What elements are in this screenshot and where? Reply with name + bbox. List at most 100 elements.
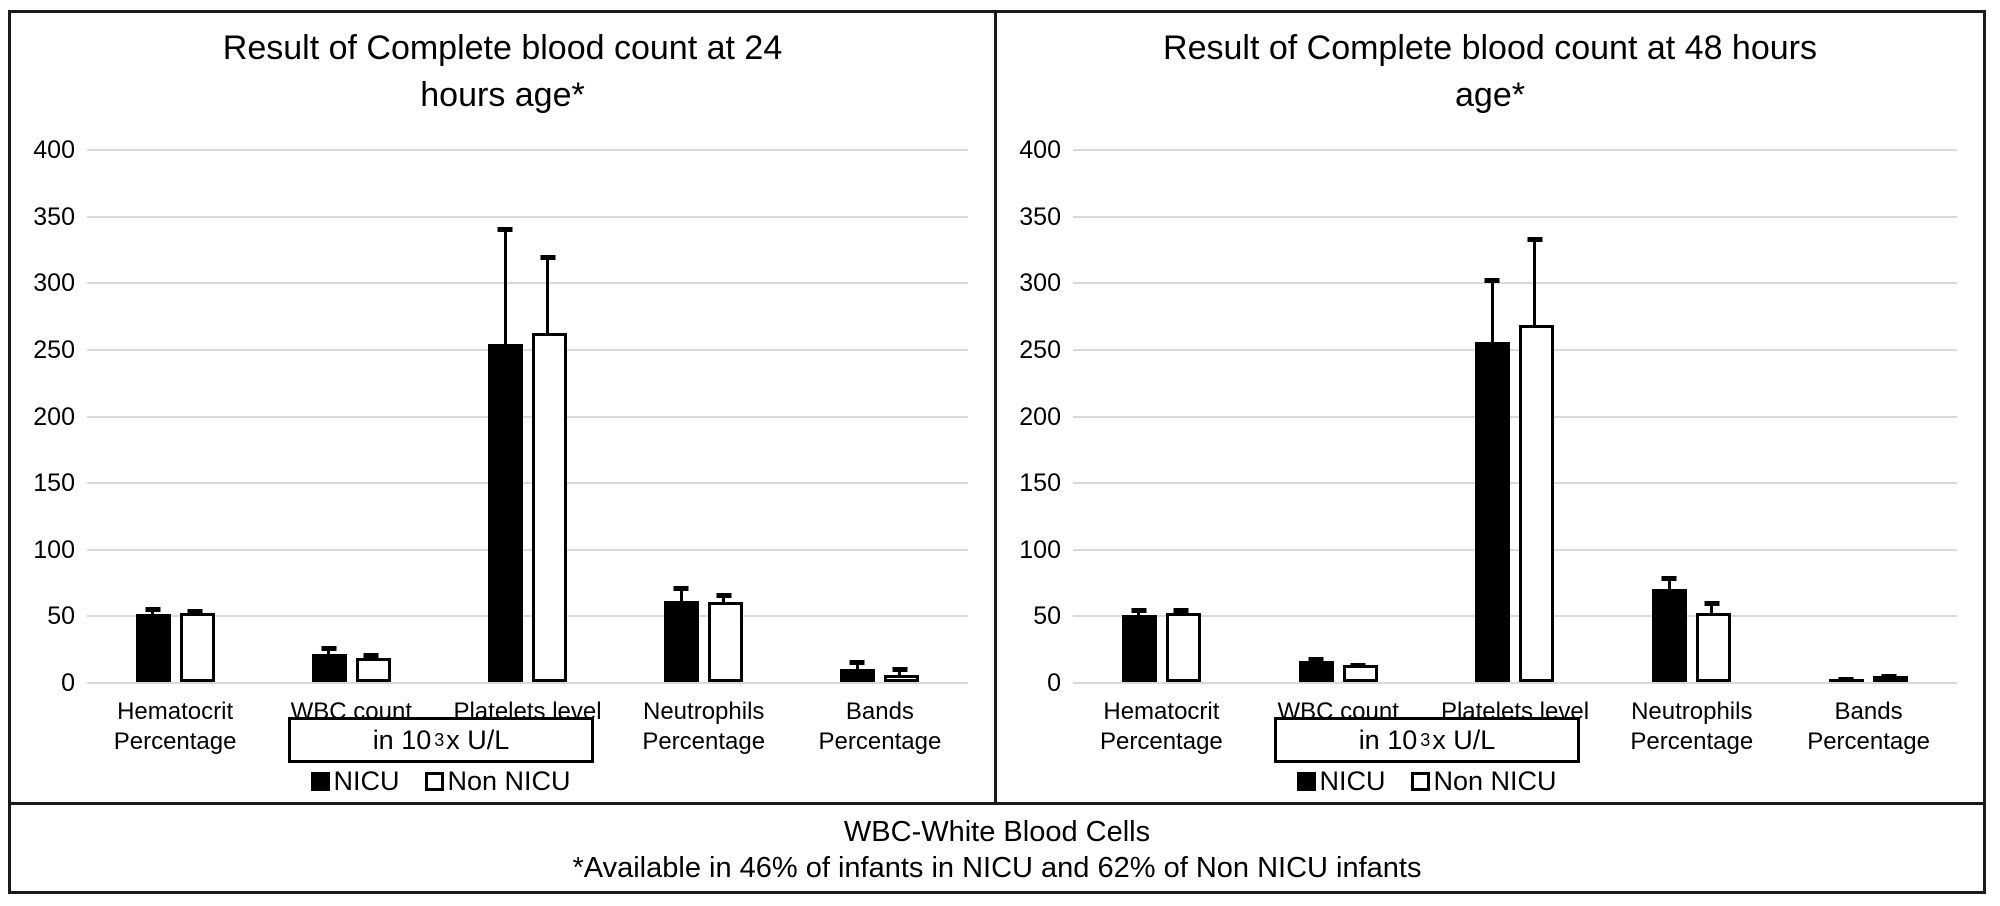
legend-label-nicu: NICU [333,766,400,796]
bar-group [1073,608,1250,682]
bar-nicu [488,227,523,682]
bar-nicu [1829,677,1865,682]
error-bar [1137,608,1141,615]
legend-48h: NICU Non NICU [1274,766,1580,796]
gridline [87,549,968,551]
bar-group [616,586,792,682]
error-bar [1533,237,1537,328]
bar-group [263,646,439,682]
y-tick-label: 300 [33,269,75,297]
figure-footnote: WBC-White Blood Cells *Available in 46% … [11,802,1983,891]
bar-groups [1073,149,1957,682]
category-label-line: Bands Percentage [818,698,942,755]
category-label: Bands Percentage [1780,697,1957,757]
category-label-line: Percentage [642,728,766,755]
category-label: Hematocrit Percentage [1073,697,1250,757]
gridline [87,482,968,484]
bar-non-nicu [1342,663,1378,682]
gridline [1073,549,1957,551]
error-bar [722,593,726,605]
gridline [87,282,968,284]
footnote-line-2: *Available in 46% of infants in NICU and… [572,852,1422,884]
bar-non-nicu [532,255,567,682]
charts-row: Result of Complete blood count at 24 hou… [11,13,1983,802]
category-label-line: Hematocrit [117,698,234,725]
category-label: Neutrophils Percentage [616,697,792,757]
gridline [87,216,968,218]
y-tick-label: 250 [33,336,75,364]
y-tick-label: 200 [1019,403,1061,431]
gridline [1073,349,1957,351]
plot-area-48h: 400 350 300 250 200 150 100 50 0 [1019,137,1957,696]
y-tick-label: 400 [1019,136,1061,164]
error-bar [1844,677,1848,679]
error-bar [1314,657,1318,661]
y-tick-label: 250 [1019,336,1061,364]
y-tick-label: 400 [33,136,75,164]
bar-nicu [135,607,171,682]
unit-label-rest: x U/L [446,724,510,755]
category-label-line: Percentage [1630,728,1754,755]
category-label-line: Bands Percentage [1807,698,1930,755]
legend-item-nicu: NICU [1297,766,1385,796]
legend-label-nicu: NICU [1319,766,1386,796]
error-bar [1667,576,1671,589]
bar-group [439,227,615,682]
error-bar [193,609,197,616]
legend-item-non-nicu: Non NICU [425,766,571,796]
error-bar [1356,663,1360,668]
open-square-icon [1411,771,1431,791]
bar-nicu [840,660,876,682]
bar-group [1427,237,1604,682]
y-tick-label: 100 [33,536,75,564]
gridline [1073,482,1957,484]
error-bar [503,227,507,344]
bar-group [1250,657,1427,682]
y-tick-label: 150 [1019,469,1061,497]
error-bar [151,607,155,614]
category-label-line: Neutrophils [1631,698,1753,725]
y-tick-label: 0 [1047,669,1061,697]
bar-nicu [1298,657,1334,682]
bar-non-nicu [708,593,744,682]
unit-annotation-box-24h: in 10 3 x U/L [288,717,594,763]
chart-panel-24h: Result of Complete blood count at 24 hou… [11,13,997,802]
bar-group [792,660,968,682]
error-bar [1179,608,1183,616]
unit-label-rest: x U/L [1432,724,1496,755]
bar-nicu [1121,608,1157,682]
bar-nicu [664,586,700,682]
bar-group [87,607,263,682]
chart-title-line-1: Result of Complete blood count at 24 [222,29,783,67]
error-bar [679,586,683,601]
bar-non-nicu [1519,237,1555,682]
bar-group [1780,674,1957,682]
gridline [87,682,968,684]
chart-title-line-2: age* [1455,76,1525,114]
y-tick-label: 350 [33,203,75,231]
error-bar [546,255,549,336]
bar-nicu [1475,278,1511,682]
figure-frame: Result of Complete blood count at 24 hou… [8,10,1986,894]
bar-groups [87,149,968,682]
legend-label-non-nicu: Non NICU [1433,766,1557,796]
category-label-line: Percentage [1100,728,1223,755]
bar-group [1603,576,1780,682]
gridline [87,615,968,617]
error-bar [1887,674,1891,679]
y-tick-label: 150 [33,469,75,497]
bar-nicu [311,646,347,682]
filled-square-icon [311,771,331,791]
category-label-line: Hematocrit [1103,698,1220,725]
gridline [1073,282,1957,284]
y-tick-label: 100 [1019,536,1061,564]
filled-square-icon [1297,771,1317,791]
gridline [1073,149,1957,151]
unit-annotation-box-48h: in 10 3 x U/L [1274,717,1580,763]
chart-panel-48h: Result of Complete blood count at 48 hou… [997,13,1983,802]
category-label-line: Percentage [113,728,237,755]
error-bar [1710,601,1714,616]
category-label: Neutrophils Percentage [1603,697,1780,757]
unit-label-exponent: 3 [434,729,445,750]
error-bar [855,660,859,669]
